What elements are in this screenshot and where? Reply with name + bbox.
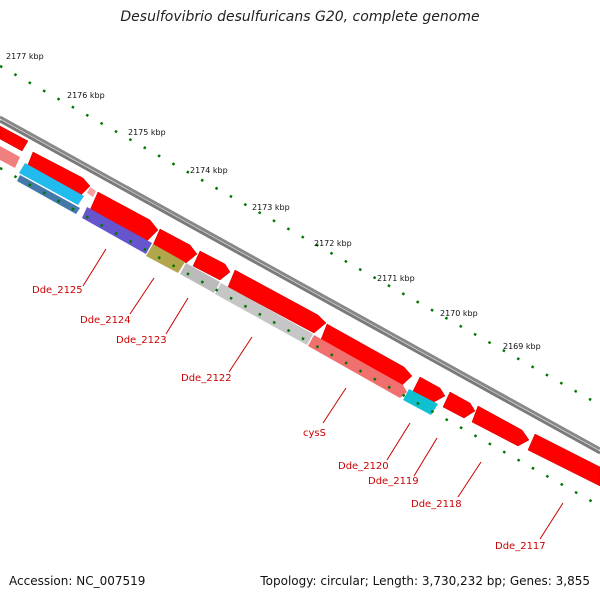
gene-label: Dde_2120 (338, 461, 389, 472)
gene-dde2125 (82, 207, 152, 254)
cds-arrow (471, 405, 530, 447)
leader-dde2117 (539, 502, 564, 540)
cds-arrow (0, 125, 29, 152)
gene-label: Dde_2118 (411, 499, 462, 510)
kbp-label: 2171 kbp (377, 274, 415, 283)
leader-dde2119 (413, 437, 438, 477)
kbp-label: 2169 kbp (503, 342, 541, 351)
gene-fragment-pink (0, 146, 20, 168)
gene-label: Dde_2124 (80, 315, 131, 326)
gene-label: Dde_2122 (181, 373, 232, 384)
leader-dde2124 (129, 277, 155, 315)
gene-labels: Dde_2125 Dde_2124 Dde_2123 Dde_2122 cysS… (32, 285, 546, 552)
leader-lines (82, 248, 564, 540)
cds-arrow (89, 191, 159, 242)
gene-label: cysS (303, 428, 326, 439)
gene-label: Dde_2117 (495, 541, 546, 552)
cds-arrow (26, 151, 91, 197)
gene-dde2123 (180, 263, 220, 293)
gene-fragment-cyan (19, 163, 84, 205)
reverse-strand-genes (0, 146, 438, 415)
scale-ticks (0, 64, 600, 407)
leader-dde2120 (386, 422, 411, 461)
gene-label: Dde_2119 (368, 476, 419, 487)
leader-dde2122 (228, 336, 253, 373)
gene-dde2124 (146, 244, 185, 273)
scale-dotted-line (0, 64, 600, 407)
gene-fragment-steel (17, 175, 80, 214)
cds-arrow-small (87, 187, 96, 197)
kbp-label: 2173 kbp (252, 203, 290, 212)
backbone (0, 115, 600, 455)
kbp-label: 2172 kbp (314, 239, 352, 248)
gene-label: Dde_2123 (116, 335, 167, 346)
leader-cyss (322, 387, 347, 424)
gene-dde2120 (403, 389, 438, 415)
accession-label: Accession: NC_007519 (9, 574, 146, 588)
leader-dde2123 (165, 297, 189, 335)
cds-arrow (152, 228, 198, 264)
leader-dde2125 (82, 248, 107, 287)
backbone-outer (0, 115, 600, 451)
cds-arrow (227, 269, 327, 334)
kbp-label: 2177 kbp (6, 52, 44, 61)
cds-arrow (192, 250, 231, 281)
genome-title: Desulfovibrio desulfuricans G20, complet… (120, 9, 480, 25)
kbp-label: 2174 kbp (190, 166, 228, 175)
cds-arrow (319, 323, 413, 388)
kbp-label: 2176 kbp (67, 91, 105, 100)
gene-cyss (308, 335, 407, 398)
kbp-label: 2170 kbp (440, 309, 478, 318)
forward-strand-genes (0, 125, 600, 487)
cds-arrow (412, 376, 446, 403)
backbone-inner (0, 119, 600, 455)
cds-arrow (527, 433, 600, 487)
gene-label: Dde_2125 (32, 285, 83, 296)
kbp-label: 2175 kbp (128, 128, 166, 137)
cds-arrow (442, 391, 476, 419)
leader-dde2118 (457, 461, 482, 498)
kbp-labels: 2177 kbp 2176 kbp 2175 kbp 2174 kbp 2173… (6, 52, 541, 351)
genome-summary: Topology: circular; Length: 3,730,232 bp… (260, 574, 590, 588)
